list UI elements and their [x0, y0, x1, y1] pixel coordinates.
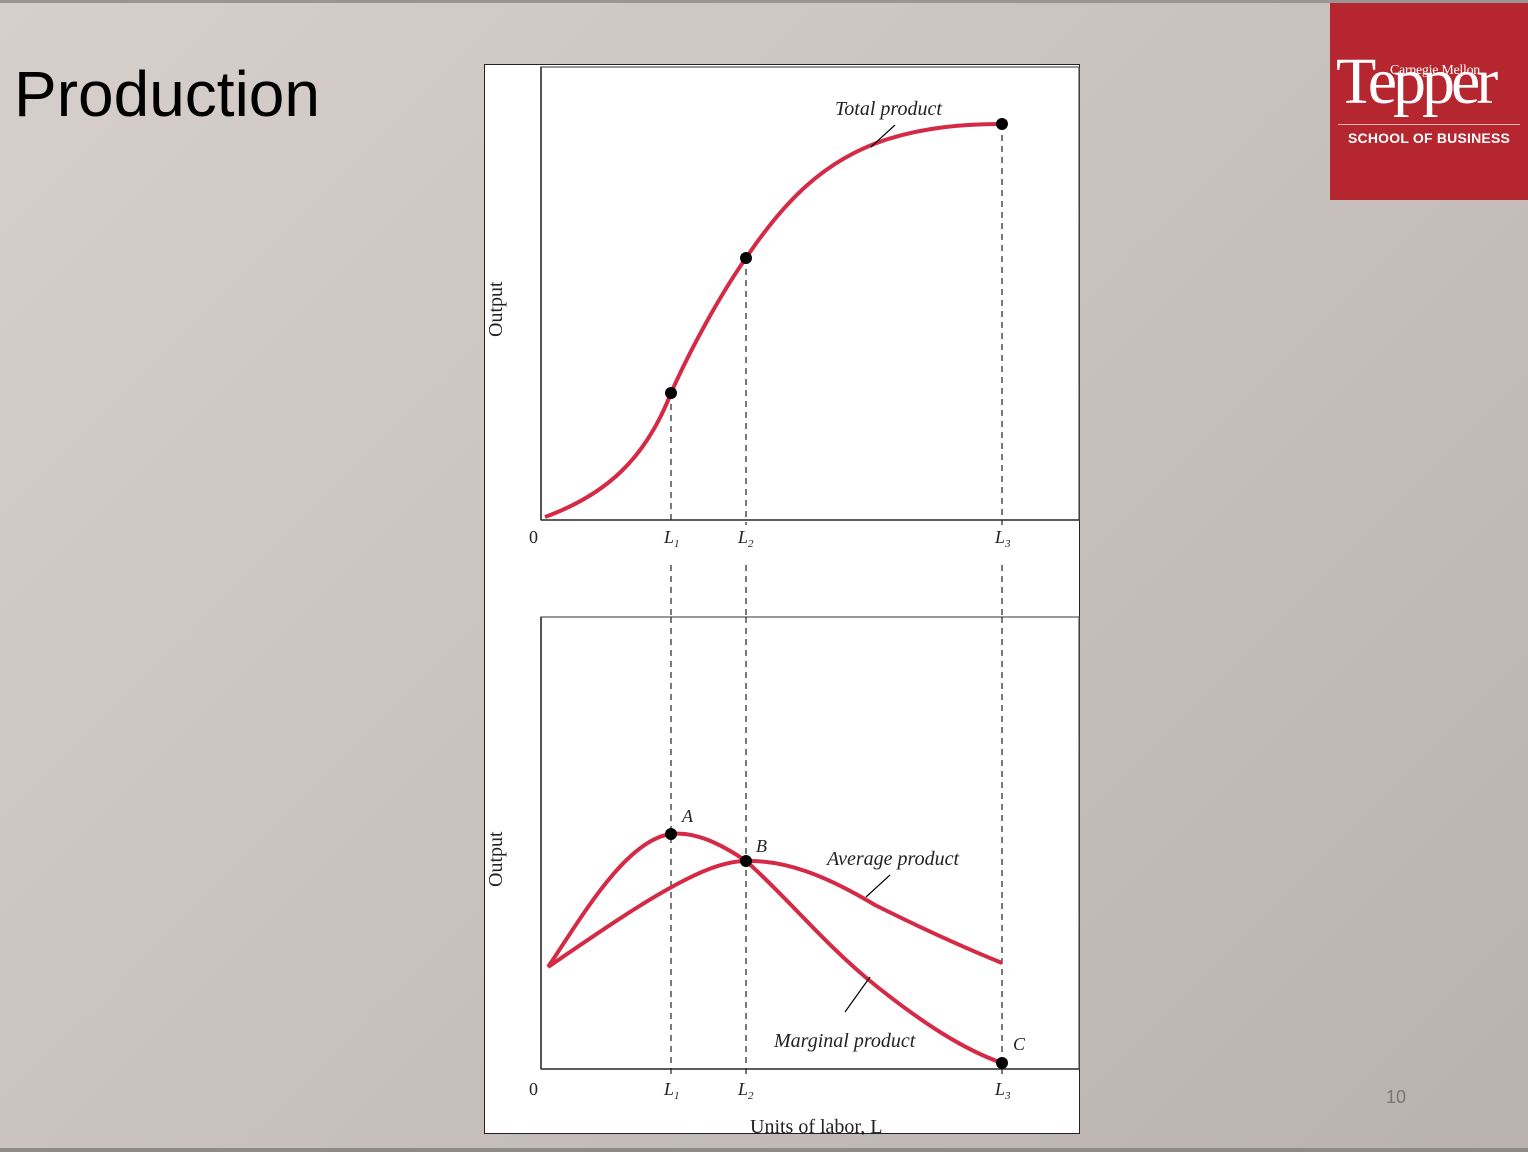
slide-title: Production [14, 58, 320, 130]
total-product-point-l3 [996, 118, 1008, 130]
average-product-curve [546, 858, 1003, 969]
bottom-panel-frame [540, 616, 1080, 1070]
bottom-tick-l2: L2 [737, 1079, 754, 1102]
marginal-product-leader [844, 976, 871, 1013]
top-border-line [0, 0, 1528, 3]
point-a-label: A [681, 806, 694, 826]
production-diagram: Total product Output 0 L1 L2 L3 A B [485, 66, 1080, 1135]
point-b-label: B [756, 836, 767, 856]
total-product-leader [870, 124, 896, 148]
logo-school: SCHOOL OF BUSINESS [1347, 130, 1511, 146]
average-product-leader [865, 874, 891, 898]
average-product-label: Average product [825, 848, 959, 870]
logo-wordmark: Tepper [1336, 45, 1498, 118]
top-tick-l3: L3 [994, 527, 1011, 550]
top-origin-label: 0 [529, 527, 538, 547]
point-c [996, 1057, 1008, 1069]
top-panel-frame [540, 66, 1080, 521]
bottom-x-axis-label: Units of labor, L [750, 1116, 883, 1135]
production-figure: Total product Output 0 L1 L2 L3 A B [484, 64, 1080, 1135]
page-number: 10 [1386, 1087, 1407, 1107]
bottom-tick-l3: L3 [994, 1079, 1011, 1102]
top-y-axis-label: Output [485, 281, 507, 337]
point-b [740, 855, 752, 867]
logo-divider [1338, 124, 1520, 125]
point-a [665, 828, 677, 840]
top-tick-l2: L2 [737, 527, 754, 550]
marginal-product-label: Marginal product [773, 1030, 916, 1052]
top-tick-l1: L1 [663, 527, 680, 550]
total-product-label: Total product [835, 98, 942, 120]
total-product-point-l2 [740, 252, 752, 264]
total-product-curve [544, 122, 1003, 519]
total-product-point-l1 [665, 387, 677, 399]
point-c-label: C [1013, 1034, 1026, 1054]
logo-university: Carnegie Mellon [1390, 63, 1480, 78]
bottom-panel: A B C Average product Marginal product O… [485, 616, 1080, 1135]
bottom-border-line [0, 1148, 1528, 1152]
bottom-y-axis-label: Output [485, 831, 507, 887]
bottom-origin-label: 0 [529, 1079, 538, 1099]
bottom-tick-l1: L1 [663, 1079, 680, 1102]
top-panel: Total product Output 0 L1 L2 L3 [485, 66, 1080, 550]
tepper-logo: Tepper Carnegie Mellon SCHOOL OF BUSINES… [1330, 3, 1528, 200]
